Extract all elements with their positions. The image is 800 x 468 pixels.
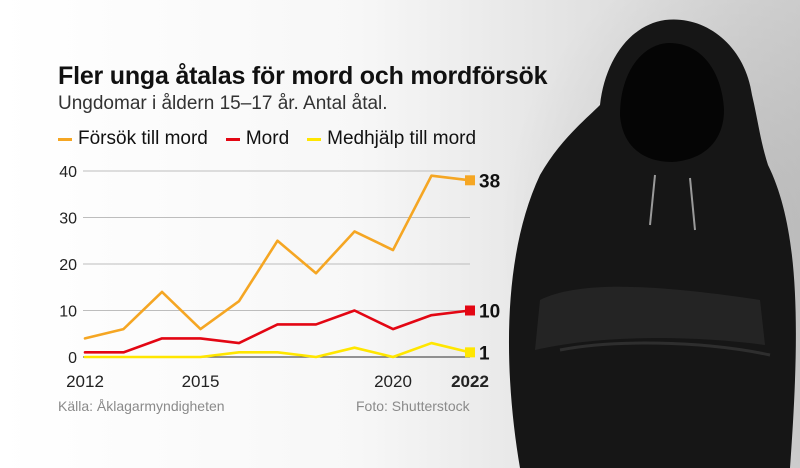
end-label-mord: 10 <box>479 302 500 323</box>
y-axis: 0 10 20 30 40 <box>59 164 77 367</box>
y-tick-label: 0 <box>68 350 77 367</box>
legend-label-forsok: Försök till mord <box>78 128 208 149</box>
end-marker-mord <box>465 305 475 316</box>
end-markers: 38 10 1 <box>465 171 500 364</box>
series-line-mord <box>83 309 472 354</box>
legend: Försök till mord Mord Medhjälp till mord <box>58 128 494 150</box>
chart-title: Fler unga åtalas för mord och mordförsök <box>58 62 548 90</box>
y-tick-label: 40 <box>59 164 77 181</box>
legend-item-forsok: Försök till mord <box>58 128 208 150</box>
x-tick-label: 2012 <box>66 372 104 391</box>
end-marker-medhjalp <box>465 347 475 358</box>
legend-swatch-medhjalp <box>307 137 322 141</box>
end-label-medhjalp: 1 <box>479 343 490 364</box>
y-tick-label: 10 <box>59 304 77 321</box>
photo-credit: Foto: Shutterstock <box>356 398 470 414</box>
end-label-forsok: 38 <box>479 171 500 192</box>
legend-label-mord: Mord <box>245 128 290 149</box>
legend-swatch-mord <box>225 137 240 141</box>
legend-item-mord: Mord <box>225 128 290 150</box>
series-line-medhjalp <box>83 341 472 359</box>
grid <box>83 170 470 358</box>
chart-subtitle: Ungdomar i åldern 15–17 år. Antal åtal. <box>58 93 388 114</box>
x-tick-label: 2022 <box>451 372 489 391</box>
y-tick-label: 20 <box>59 257 77 274</box>
legend-item-medhjalp: Medhjälp till mord <box>307 128 476 150</box>
series-line-forsok <box>83 174 472 340</box>
end-marker-forsok <box>465 175 475 186</box>
x-tick-label: 2020 <box>374 372 412 391</box>
hooded-figure <box>508 19 796 468</box>
x-tick-label: 2015 <box>182 372 220 391</box>
legend-swatch-forsok <box>58 137 72 141</box>
legend-label-medhjalp: Medhjälp till mord <box>327 128 477 149</box>
series-lines <box>83 174 472 359</box>
source-note: Källa: Åklagarmyndigheten <box>58 398 225 414</box>
x-axis: 2012 2015 2020 2022 <box>66 372 489 391</box>
y-tick-label: 30 <box>59 211 77 228</box>
